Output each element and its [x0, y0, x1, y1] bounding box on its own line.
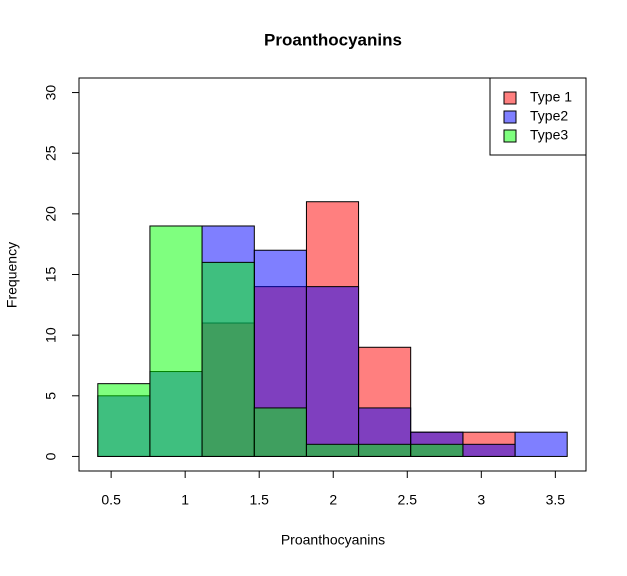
x-tick-label: 2 [329, 492, 337, 508]
y-tick-label: 30 [43, 85, 59, 101]
legend-label: Type 1 [530, 89, 572, 105]
y-tick-label: 15 [43, 267, 59, 283]
chart-title: Proanthocyanins [264, 30, 402, 49]
x-tick-label: 1.5 [249, 492, 269, 508]
bar [358, 443, 412, 457]
bar [253, 407, 307, 457]
bar [514, 431, 568, 457]
legend-label: Type2 [530, 108, 568, 124]
x-tick-label: 0.5 [101, 492, 121, 508]
x-tick-label: 1 [181, 492, 189, 508]
bar [305, 286, 360, 457]
y-axis-label: Frequency [4, 242, 20, 308]
y-tick-label: 25 [43, 145, 59, 161]
y-tick-label: 0 [43, 452, 59, 460]
bar [149, 225, 203, 457]
bar [201, 261, 255, 457]
y-tick-label: 20 [43, 206, 59, 222]
x-axis-label: Proanthocyanins [281, 532, 385, 548]
bar [410, 443, 464, 457]
y-tick-label: 10 [43, 327, 59, 343]
bar [462, 443, 516, 457]
bar [305, 443, 360, 457]
y-tick-label: 5 [43, 392, 59, 400]
x-tick-label: 2.5 [398, 492, 418, 508]
legend-label: Type3 [530, 127, 568, 143]
legend-swatch [503, 110, 517, 124]
x-tick-label: 3 [477, 492, 485, 508]
bar [97, 383, 151, 457]
legend-swatch [503, 91, 517, 105]
legend-swatch [503, 129, 517, 143]
x-tick-label: 3.5 [546, 492, 566, 508]
